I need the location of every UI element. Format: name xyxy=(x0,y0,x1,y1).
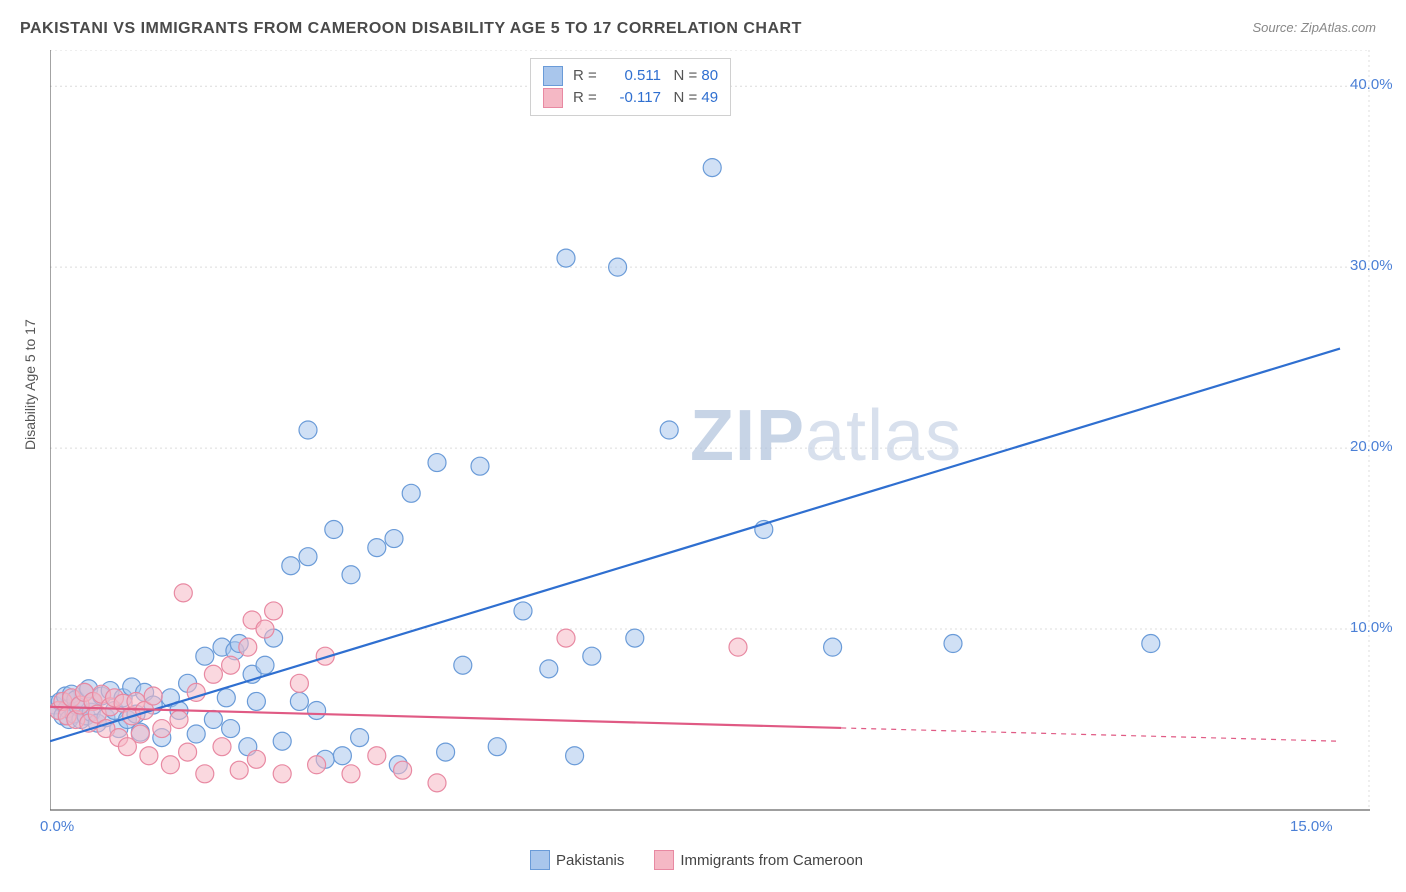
legend-swatch xyxy=(530,850,550,870)
legend-stats: R = 0.511 N = 80 xyxy=(573,65,718,87)
chart-plot-area: ZIPatlas xyxy=(50,50,1370,840)
y-tick-label: 20.0% xyxy=(1350,438,1393,455)
y-axis-label: Disability Age 5 to 17 xyxy=(22,319,38,450)
source-credit: Source: ZipAtlas.com xyxy=(1252,20,1376,35)
x-tick-label: 0.0% xyxy=(40,818,74,835)
chart-svg xyxy=(50,50,1370,840)
series-legend-item: Immigrants from Cameroon xyxy=(654,850,863,870)
y-tick-label: 10.0% xyxy=(1350,619,1393,636)
legend-row: R = -0.117 N = 49 xyxy=(543,87,718,109)
series-legend-label: Immigrants from Cameroon xyxy=(680,852,863,869)
legend-swatch xyxy=(543,66,563,86)
legend-stats: R = -0.117 N = 49 xyxy=(573,87,718,109)
series-legend-label: Pakistanis xyxy=(556,852,624,869)
legend-swatch xyxy=(654,850,674,870)
y-tick-label: 30.0% xyxy=(1350,257,1393,274)
series-legend-item: Pakistanis xyxy=(530,850,624,870)
y-tick-label: 40.0% xyxy=(1350,76,1393,93)
series-legend: Pakistanis Immigrants from Cameroon xyxy=(530,850,863,870)
legend-row: R = 0.511 N = 80 xyxy=(543,65,718,87)
chart-title: PAKISTANI VS IMMIGRANTS FROM CAMEROON DI… xyxy=(20,20,802,38)
x-tick-label: 15.0% xyxy=(1290,818,1333,835)
correlation-legend: R = 0.511 N = 80R = -0.117 N = 49 xyxy=(530,58,731,116)
legend-swatch xyxy=(543,88,563,108)
